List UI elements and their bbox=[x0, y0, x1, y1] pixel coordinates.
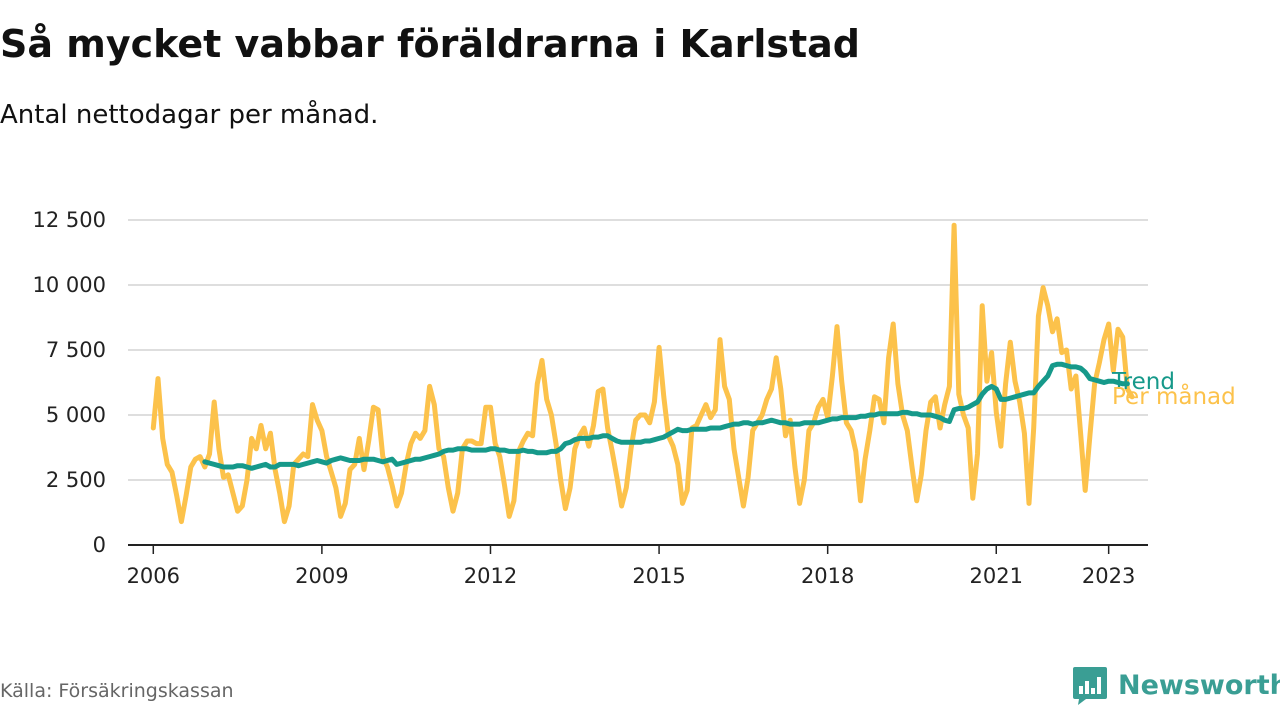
series-line-per-manad bbox=[150, 222, 1135, 525]
x-tick-label: 2006 bbox=[127, 564, 180, 588]
newsworthy-logo-icon bbox=[1073, 667, 1107, 705]
y-tick-label: 12 500 bbox=[33, 208, 106, 232]
x-tick-label: 2012 bbox=[464, 564, 517, 588]
brand-logo[interactable]: Newsworthy bbox=[1072, 664, 1280, 706]
chart-subtitle: Antal nettodagar per månad. bbox=[0, 100, 379, 130]
source-note: Källa: Försäkringskassan bbox=[0, 680, 234, 702]
line-chart: 0 2 500 5 000 7 500 10 000 12 500 2006 2009 201… bbox=[33, 208, 1236, 588]
x-tick-label: 2023 bbox=[1082, 564, 1135, 588]
y-tick-label: 10 000 bbox=[33, 273, 106, 297]
x-tick-label: 2009 bbox=[295, 564, 348, 588]
x-tick-label: 2018 bbox=[801, 564, 854, 588]
y-tick-label: 0 bbox=[93, 533, 106, 557]
x-tick-label: 2015 bbox=[632, 564, 685, 588]
x-axis-ticks: 2006 2009 2012 2015 2018 2021 2023 bbox=[127, 544, 1148, 588]
series-lines bbox=[150, 222, 1135, 525]
x-tick-label: 2021 bbox=[970, 564, 1023, 588]
y-tick-label: 7 500 bbox=[46, 338, 106, 362]
series-label-per-manad: Per månad bbox=[1112, 382, 1236, 410]
y-tick-label: 5 000 bbox=[46, 403, 106, 427]
series-label-trend: Trend bbox=[1111, 369, 1175, 395]
brand-name: Newsworthy bbox=[1118, 669, 1280, 701]
series-line-trend bbox=[202, 361, 1130, 471]
y-axis-ticks: 0 2 500 5 000 7 500 10 000 12 500 bbox=[33, 208, 106, 557]
page-title: Så mycket vabbar föräldrarna i Karlstad bbox=[0, 22, 861, 66]
y-tick-label: 2 500 bbox=[46, 468, 106, 492]
